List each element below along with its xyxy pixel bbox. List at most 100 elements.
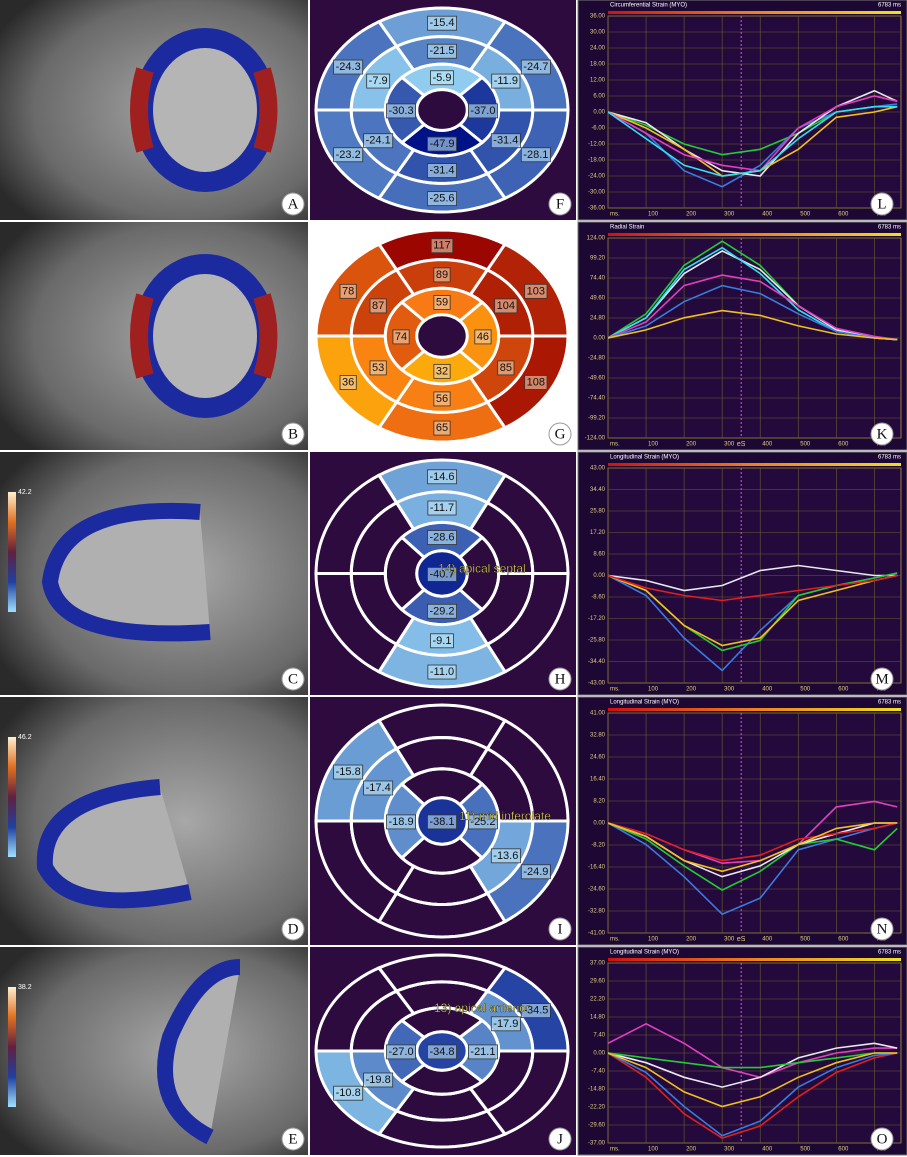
y-tick-label: 25.80 <box>590 509 606 515</box>
y-tick-label: -12.00 <box>588 142 606 148</box>
segment-value: -15.4 <box>429 17 454 29</box>
y-tick-label: -24.60 <box>588 887 606 893</box>
y-tick-label: 24.80 <box>590 316 606 322</box>
segment-value: -11.7 <box>430 502 454 514</box>
segment-value: -28.6 <box>429 532 454 544</box>
segment-value: -10.8 <box>336 1087 361 1099</box>
segment-value: 46 <box>477 331 489 343</box>
y-tick-label: -16.40 <box>588 865 606 871</box>
y-tick-label: 37.00 <box>590 961 606 967</box>
time-bar <box>608 708 901 711</box>
x-tick-label: 500 <box>800 442 811 448</box>
segment-value: -11.0 <box>430 666 454 678</box>
x-tick-label: 600 <box>838 1147 849 1153</box>
y-tick-label: 8.20 <box>593 799 605 805</box>
duration: 6783 ms <box>878 3 901 9</box>
x-tick-label: 400 <box>762 1147 773 1153</box>
y-tick-label: 24.00 <box>590 46 606 52</box>
plot-title: Longitudinal Strain (MYO) <box>610 950 679 956</box>
y-tick-label: 29.60 <box>590 979 606 985</box>
y-tick-label: -18.00 <box>588 158 606 164</box>
x-tick-label: 400 <box>762 442 773 448</box>
y-tick-label: 0.00 <box>593 110 605 116</box>
panel-letter: J <box>557 1131 563 1147</box>
segment-value: -21.1 <box>470 1046 495 1058</box>
x-tick-label: 300 <box>724 442 735 448</box>
x-tick-label: 100 <box>648 1147 659 1153</box>
es-label: eS <box>737 441 746 448</box>
segment-value: 87 <box>372 300 384 312</box>
y-tick-label: 74.40 <box>590 276 606 282</box>
segment-value: -15.8 <box>336 766 361 778</box>
x-tick-label: 400 <box>762 687 773 693</box>
segment-value: -18.9 <box>389 816 414 828</box>
segment-value: -31.4 <box>493 135 518 147</box>
x-tick-label: 100 <box>648 212 659 218</box>
y-tick-label: 43.00 <box>590 466 606 472</box>
y-tick-label: 0.00 <box>593 573 605 579</box>
panel-letter: G <box>555 426 566 442</box>
duration: 6783 ms <box>878 225 901 231</box>
myocardium-red <box>262 296 269 376</box>
y-tick-label: -14.80 <box>588 1087 606 1093</box>
segment-value: -28.1 <box>523 149 548 161</box>
x-tick-label: 100 <box>648 442 659 448</box>
segment-value: 108 <box>527 376 545 388</box>
segment-value: -31.4 <box>429 165 454 177</box>
segment-value: -38.1 <box>429 816 454 828</box>
segment-value: -5.9 <box>433 72 452 84</box>
panel-letter: M <box>875 671 888 687</box>
x-tick-label: 500 <box>800 1147 811 1153</box>
segment-value: 36 <box>342 376 354 388</box>
time-bar <box>608 958 901 961</box>
x-tick-label: 600 <box>838 442 849 448</box>
segment-value: -34.8 <box>429 1046 454 1058</box>
y-tick-label: -8.20 <box>591 843 605 849</box>
y-tick-label: -34.40 <box>588 659 606 665</box>
apex <box>417 315 467 357</box>
y-tick-label: 34.40 <box>590 487 606 493</box>
segment-value: -24.7 <box>523 61 548 73</box>
y-tick-label: 17.20 <box>590 530 606 536</box>
plot-title: Longitudinal Strain (MYO) <box>610 455 679 461</box>
y-tick-label: 0.00 <box>593 1051 605 1057</box>
y-tick-label: -41.00 <box>588 931 606 937</box>
panel-letter: L <box>877 196 886 212</box>
x-tick-label: 500 <box>800 937 811 943</box>
color-scale <box>8 492 16 612</box>
segment-value: -29.2 <box>429 605 454 617</box>
x-tick-label: ms. <box>610 1147 620 1153</box>
x-tick-label: 200 <box>686 937 697 943</box>
y-tick-label: 32.80 <box>590 733 606 739</box>
segment-value: -11.9 <box>494 75 518 87</box>
x-tick-label: 300 <box>724 937 735 943</box>
panel-letter: A <box>288 196 299 212</box>
segment-value: 89 <box>436 269 448 281</box>
x-tick-label: 200 <box>686 442 697 448</box>
x-tick-label: ms. <box>610 442 620 448</box>
segment-value: -9.1 <box>433 635 452 647</box>
panel-letter: E <box>288 1131 297 1147</box>
plot-title: Circumferential Strain (MYO) <box>610 3 687 9</box>
y-tick-label: 24.60 <box>590 755 606 761</box>
y-tick-label: -8.60 <box>591 595 605 601</box>
x-tick-label: 200 <box>686 687 697 693</box>
x-tick-label: 200 <box>686 212 697 218</box>
color-scale-label: 46.2 <box>18 734 32 741</box>
panel-letter: F <box>556 196 564 212</box>
plot-title: Longitudinal Strain (MYO) <box>610 700 679 706</box>
color-scale-label: 38.2 <box>18 984 32 991</box>
myocardium-red <box>139 296 145 376</box>
y-tick-label: -37.00 <box>588 1141 606 1147</box>
segment-value: 103 <box>527 285 545 297</box>
segment-value: 85 <box>500 362 512 374</box>
segment-value: -25.6 <box>429 193 454 205</box>
segment-value: 65 <box>436 422 448 434</box>
segment-value: -37.0 <box>470 105 495 117</box>
y-tick-label: -24.00 <box>588 174 606 180</box>
x-tick-label: 500 <box>800 212 811 218</box>
y-tick-label: 30.00 <box>590 30 606 36</box>
y-tick-label: 8.60 <box>593 552 605 558</box>
panel-letter: I <box>558 921 563 937</box>
segment-value: -21.5 <box>429 45 454 57</box>
